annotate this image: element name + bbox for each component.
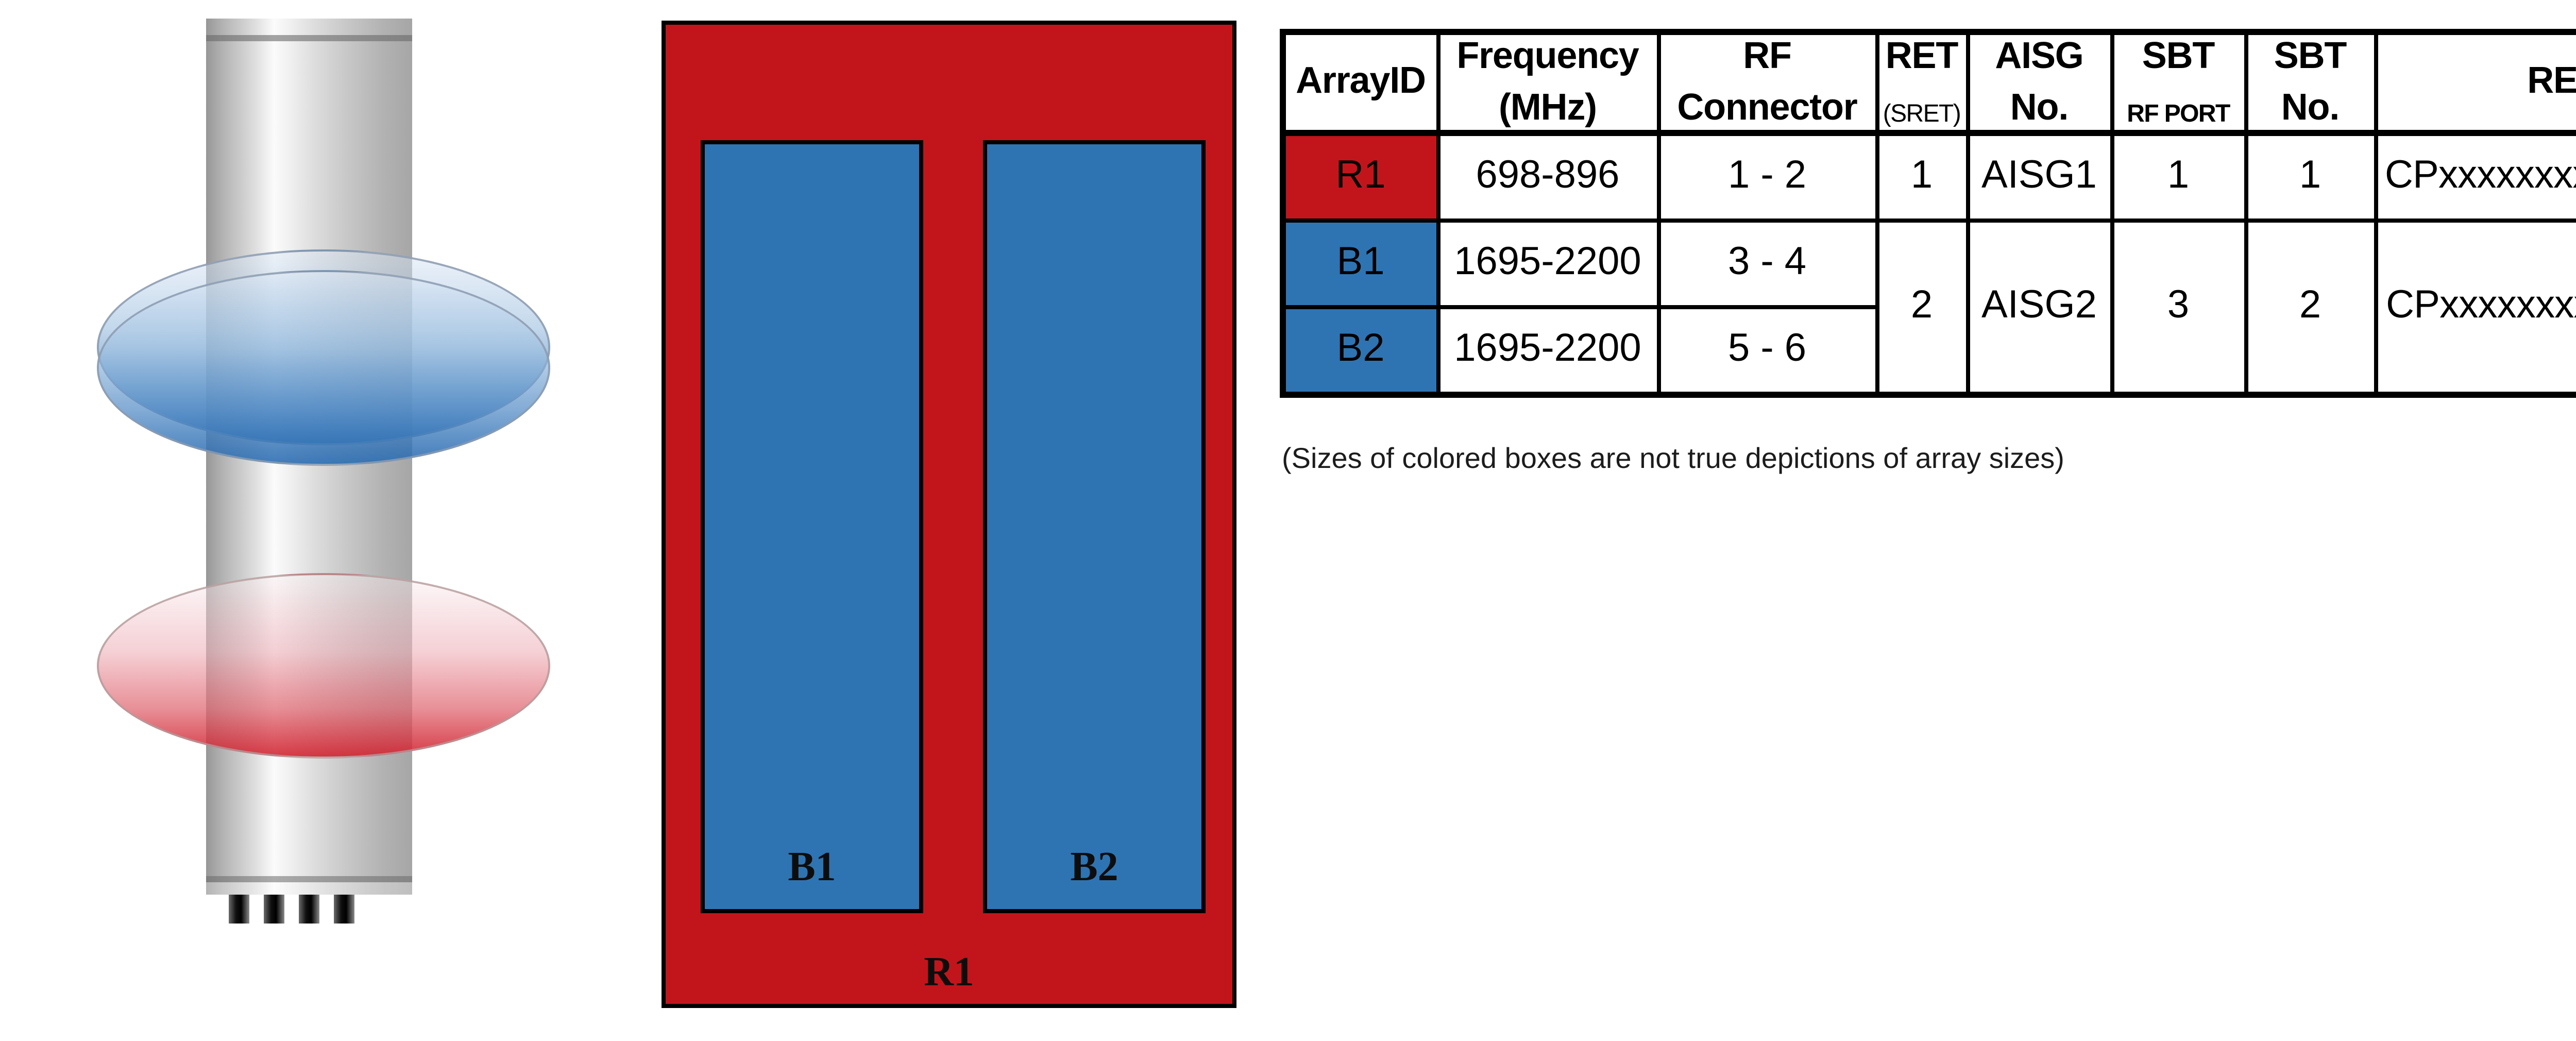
frequency-cell-b1: 1695-2200 xyxy=(1435,217,1660,309)
antenna-connector-stub xyxy=(334,895,354,922)
arrayid-cell-b1: B1 xyxy=(1281,217,1439,309)
array-box-b2-label: B2 xyxy=(1070,845,1118,891)
frequency-cell-r1: 698-896 xyxy=(1435,130,1660,222)
col-header-sbt-rf-port: SBT RF PORT xyxy=(2109,29,2247,135)
red-beam-ellipse xyxy=(97,573,550,759)
size-disclaimer-note: (Sizes of colored boxes are not true dep… xyxy=(1282,441,2064,474)
col-header-sbt-no: SBT No. xyxy=(2243,29,2377,135)
rf-connector-cell-b2: 5 - 6 xyxy=(1656,305,1878,397)
cylinder-foot-band xyxy=(206,882,412,895)
aisg-cell-b-merged: AISG2 xyxy=(1965,217,2113,397)
ret-cell-r1: 1 xyxy=(1874,130,1969,222)
frequency-cell-b2: 1695-2200 xyxy=(1435,305,1660,397)
array-box-b1: B1 xyxy=(701,140,923,913)
arrayid-cell-b2: B2 xyxy=(1281,305,1439,397)
ret-uid-cell-r1: CPxxxxxxxxxxxxxxxxxR1 xyxy=(2373,130,2576,222)
aisg-cell-r1: AISG1 xyxy=(1965,130,2113,222)
antenna-connector-stub xyxy=(229,895,249,922)
array-box-b2: B2 xyxy=(983,140,1206,913)
table-row-r1: R1 698-896 1 - 2 1 AISG1 1 1 CPxxxxxxxxx… xyxy=(1281,130,2576,222)
col-header-rf-connector: RF Connector xyxy=(1656,29,1878,135)
array-spec-table: ArrayID Frequency (MHz) RF Connector RET xyxy=(1280,28,2576,398)
array-layout-diagram: B1 B2 R1 xyxy=(662,21,1236,1008)
ret-uid-cell-b-merged: CPxxxxxxxxxxxxxxxxxB1 xyxy=(2373,217,2576,397)
sbt-no-cell-r1: 1 xyxy=(2243,130,2377,222)
ret-cell-b-merged: 2 xyxy=(1874,217,1969,397)
sbt-port-cell-r1: 1 xyxy=(2109,130,2247,222)
array-box-b1-label: B1 xyxy=(788,845,836,891)
antenna-illustration xyxy=(0,0,618,1041)
col-header-ret-sret: RET (SRET) xyxy=(1874,29,1969,135)
cylinder-bottom-rim xyxy=(206,876,412,882)
table-row-b2: B2 1695-2200 5 - 6 xyxy=(1281,305,2576,397)
rf-connector-cell-r1: 1 - 2 xyxy=(1656,130,1878,222)
col-header-aisg-no: AISG No. xyxy=(1965,29,2113,135)
col-header-ret-uid: RET UID xyxy=(2373,29,2576,135)
blue-beam-ellipse-2 xyxy=(97,270,550,466)
col-header-frequency: Frequency (MHz) xyxy=(1435,29,1660,135)
arrayid-cell-r1: R1 xyxy=(1281,130,1439,222)
antenna-connector-stub xyxy=(264,895,284,922)
cylinder-top-rim xyxy=(206,35,412,40)
rf-connector-cell-b1: 3 - 4 xyxy=(1656,217,1878,309)
sbt-port-cell-b-merged: 3 xyxy=(2109,217,2247,397)
table-row-b1: B1 1695-2200 3 - 4 2 AISG2 3 2 CPxxxxxxx… xyxy=(1281,217,2576,397)
array-box-r1-label: R1 xyxy=(924,950,974,996)
antenna-connector-stub xyxy=(299,895,319,922)
col-header-arrayid: ArrayID xyxy=(1281,29,1439,135)
sbt-no-cell-b-merged: 2 xyxy=(2243,217,2377,397)
table-header-row: ArrayID Frequency (MHz) RF Connector RET xyxy=(1281,29,2576,135)
